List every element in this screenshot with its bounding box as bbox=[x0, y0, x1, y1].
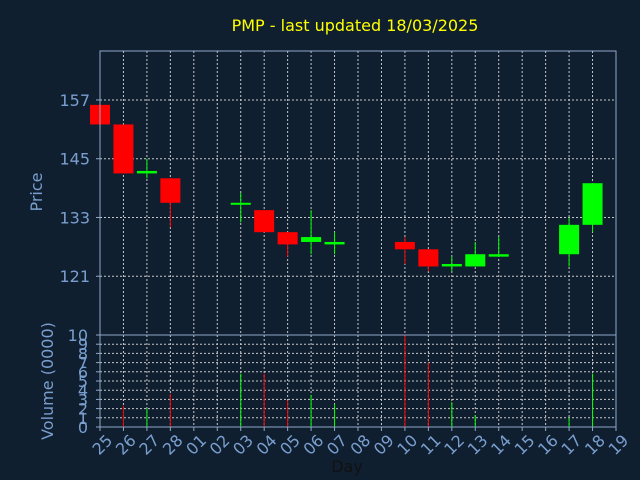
volume-tick-label: 1 bbox=[78, 409, 88, 428]
price-tick-label: 133 bbox=[59, 208, 90, 227]
price-tick-label: 157 bbox=[59, 91, 90, 110]
grid-layer bbox=[100, 51, 616, 427]
volume-tick-label: 10 bbox=[68, 326, 88, 345]
candle-body bbox=[582, 183, 603, 225]
marks-layer bbox=[90, 99, 603, 427]
price-tick-label: 145 bbox=[59, 150, 90, 169]
price-axis-label: Price bbox=[27, 172, 46, 211]
volume-tick-label: 4 bbox=[78, 381, 88, 400]
candle-body bbox=[418, 249, 439, 267]
volume-axis-label: Volume (0000) bbox=[38, 322, 57, 440]
day-axis-label: Day bbox=[331, 457, 363, 476]
volume-tick-label: 2 bbox=[78, 400, 88, 419]
candle-body bbox=[488, 254, 509, 257]
candle-body bbox=[136, 170, 157, 174]
axes-layer: 1211331451570123456789102526272801020304… bbox=[59, 50, 632, 459]
candle-body bbox=[465, 254, 486, 267]
candle-body bbox=[394, 241, 415, 250]
volume-tick-label: 3 bbox=[78, 390, 88, 409]
candle-body bbox=[230, 202, 251, 205]
volume-tick-label: 6 bbox=[78, 363, 88, 382]
price-tick-label: 121 bbox=[59, 267, 90, 286]
candle-body bbox=[441, 264, 462, 267]
candle-body bbox=[277, 232, 298, 245]
candle-body bbox=[324, 241, 345, 245]
candle-body bbox=[113, 124, 134, 174]
candle-body bbox=[301, 237, 322, 242]
volume-tick-label: 8 bbox=[78, 344, 88, 363]
volume-tick-label: 5 bbox=[78, 372, 88, 391]
x-tick-label: 19 bbox=[604, 431, 632, 459]
volume-tick-label: 7 bbox=[78, 354, 88, 373]
candle-body bbox=[559, 224, 580, 255]
candle-body bbox=[160, 178, 181, 203]
candle-body bbox=[254, 210, 275, 233]
volume-tick-label: 0 bbox=[78, 418, 88, 437]
chart-title: PMP - last updated 18/03/2025 bbox=[232, 16, 479, 35]
volume-tick-label: 9 bbox=[78, 335, 88, 354]
